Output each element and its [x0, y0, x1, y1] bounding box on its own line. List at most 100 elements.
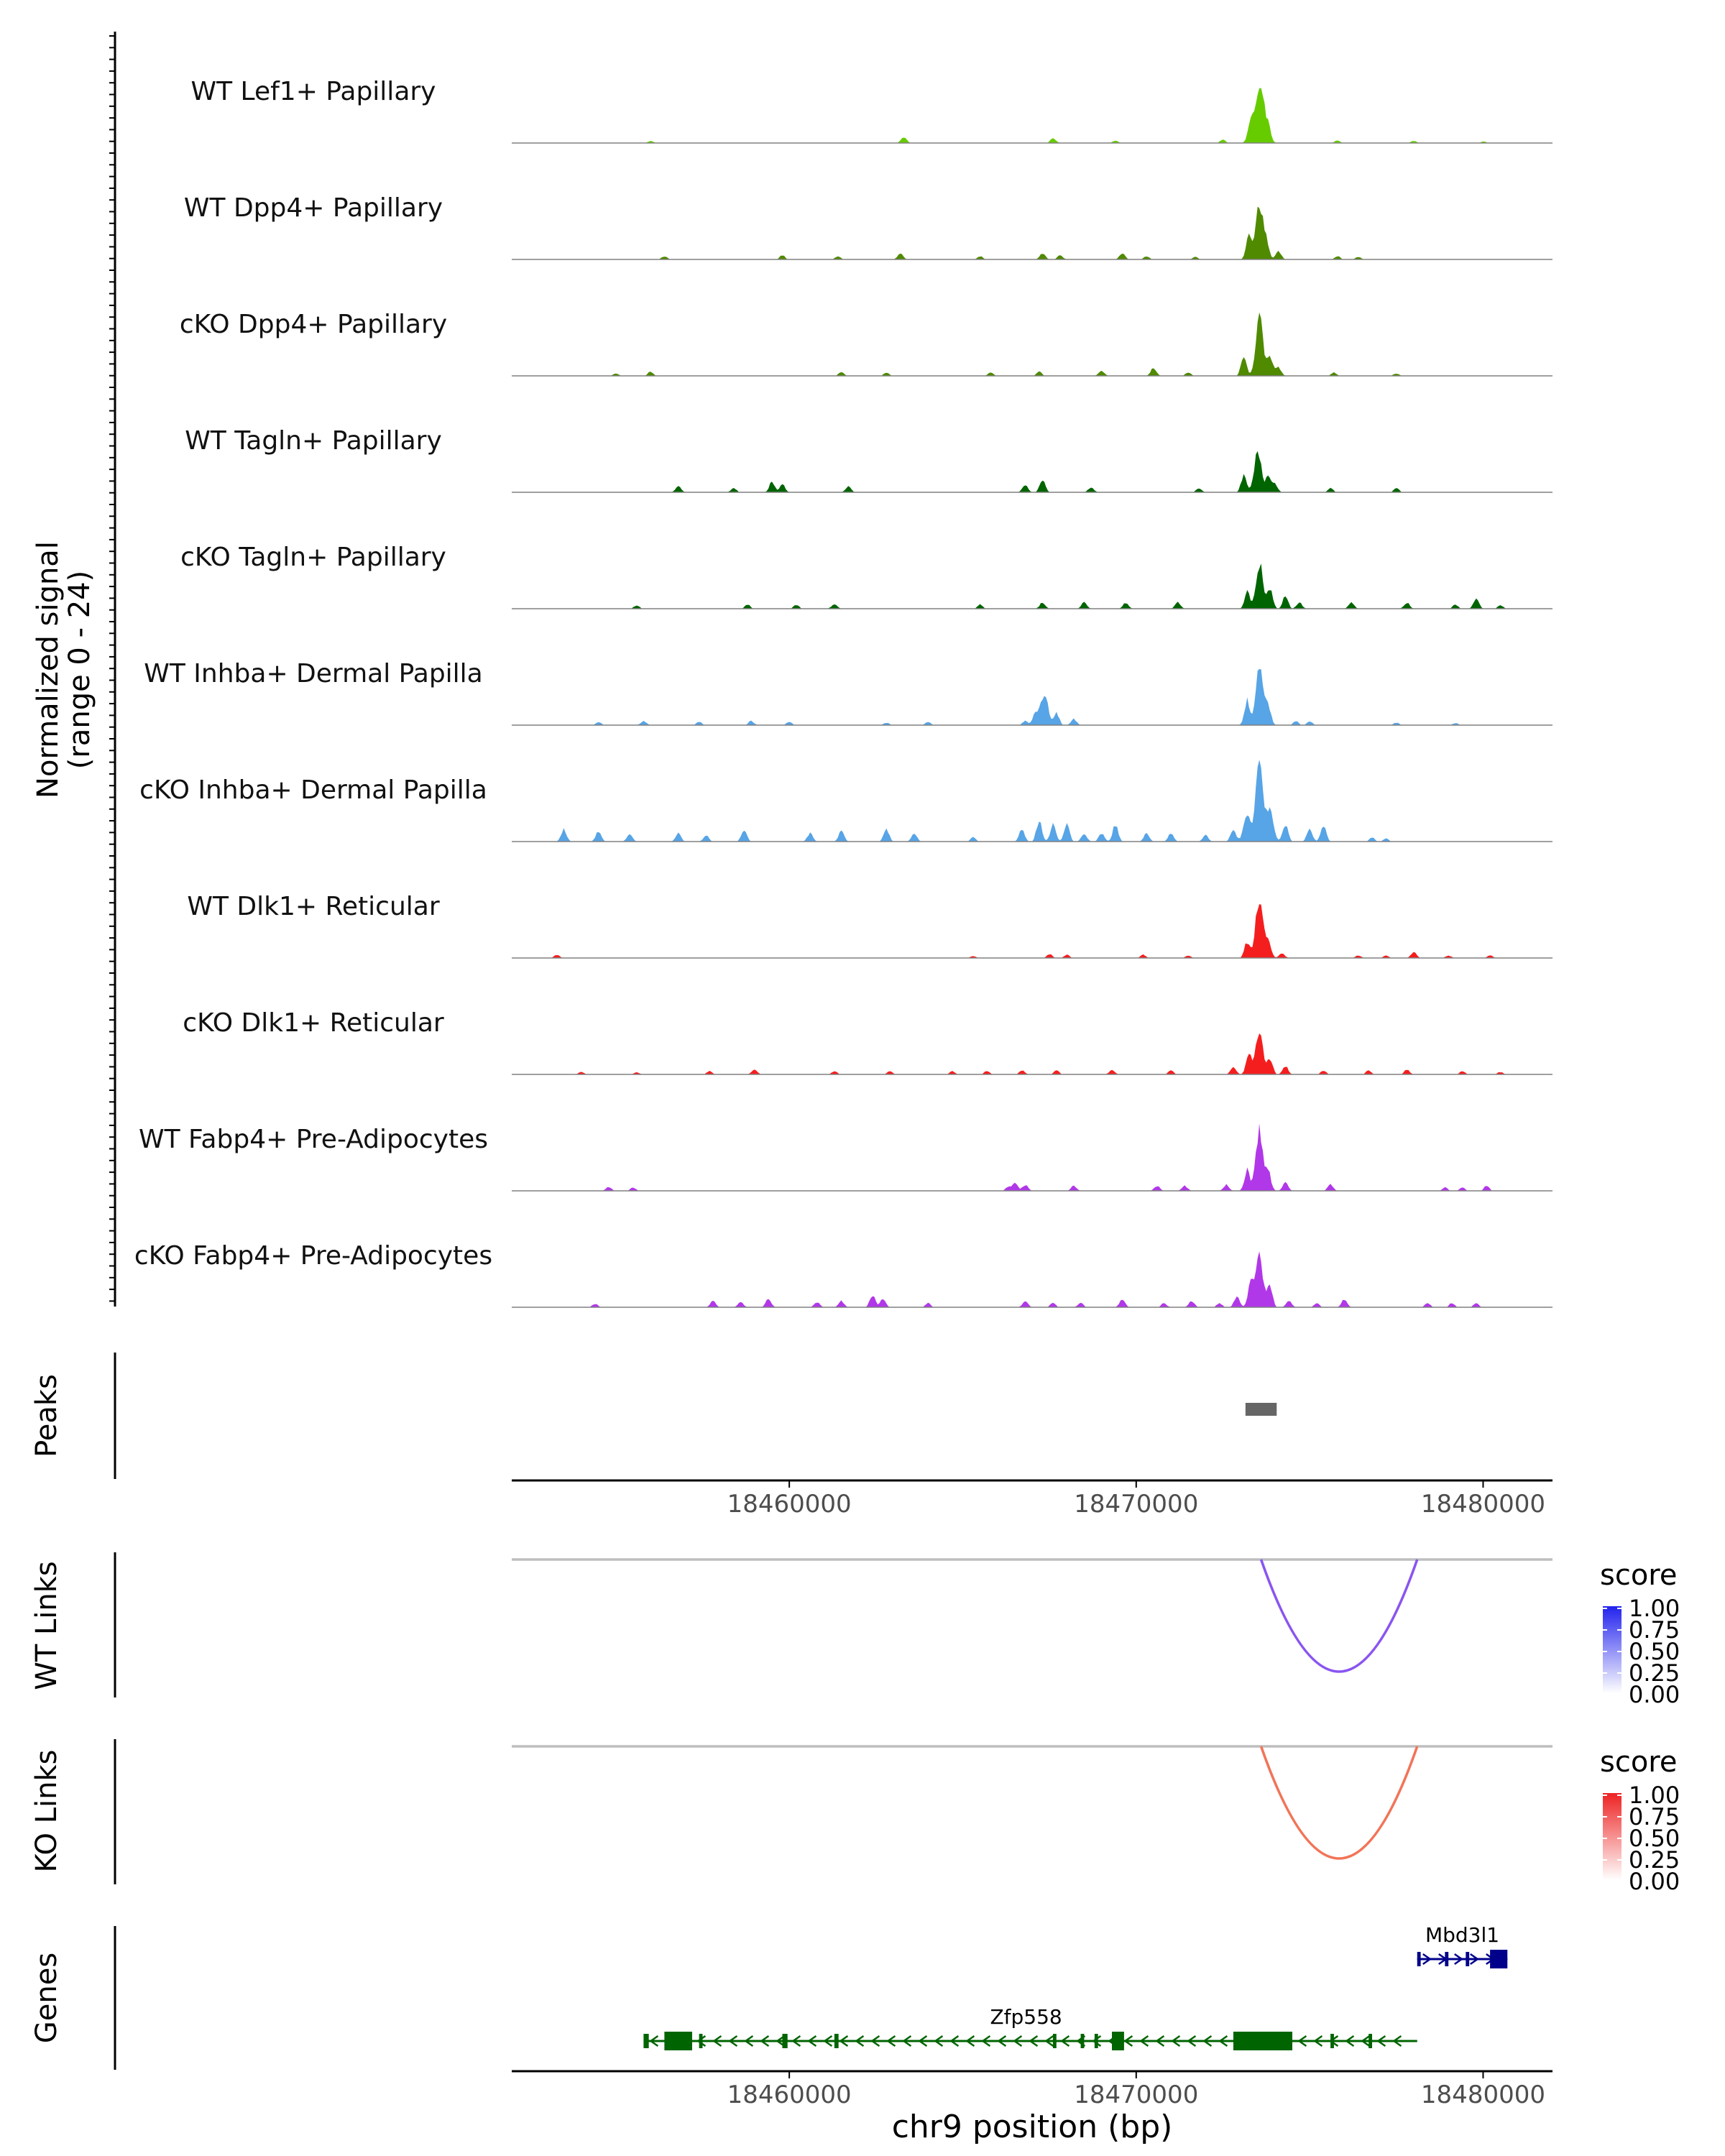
- peaks-x-ticks: 18460000 18470000 18480000: [727, 1480, 1545, 1519]
- coverage-track: cKO Dpp4+ Papillary: [180, 310, 1552, 377]
- coverage-y-ticks: [109, 35, 115, 1302]
- gene-exon: [1094, 2034, 1098, 2048]
- coverage-tracks: WT Lef1+ Papillary WT Dpp4+ Papillary cKO …: [134, 77, 1552, 1308]
- x-tick-label: 18460000: [727, 1490, 852, 1519]
- strand-arrow: [1361, 2035, 1371, 2047]
- coverage-track: cKO Tagln+ Papillary: [180, 543, 1552, 609]
- legend-tick-label: 1.00: [1629, 1595, 1680, 1622]
- strand-arrow: [1171, 2035, 1181, 2047]
- strand-arrow: [839, 2035, 849, 2047]
- ko-links-legend: score 1.000.750.500.250.00: [1600, 1746, 1680, 1895]
- strand-arrow: [1044, 2035, 1054, 2047]
- strand-arrow: [1218, 2035, 1228, 2047]
- genes-panel: Genes Zfp558 Mbd3l1 18460000 18470000 18480…: [30, 1923, 1552, 2145]
- coverage-track: WT Fabp4+ Pre-Adipocytes: [139, 1123, 1552, 1192]
- gene-exon: [1233, 2032, 1292, 2050]
- gene-exon: [643, 2034, 649, 2048]
- link-arc: [1259, 1746, 1419, 1860]
- ko-links-label: KO Links: [30, 1750, 63, 1873]
- track-label: cKO Tagln+ Papillary: [180, 543, 446, 572]
- strand-arrow: [1376, 2035, 1386, 2047]
- legend-tick-label: 0.25: [1629, 1846, 1680, 1874]
- strand-arrow: [807, 2035, 817, 2047]
- gene-models: Zfp558 Mbd3l1: [643, 1923, 1508, 2050]
- strand-arrow: [791, 2035, 801, 2047]
- track-label: WT Lef1+ Papillary: [191, 77, 436, 106]
- legend-tick-label: 0.75: [1629, 1803, 1680, 1830]
- coverage-ylabel-line1: Normalized signal: [32, 541, 65, 798]
- coverage-track: cKO Fabp4+ Pre-Adipocytes: [134, 1241, 1552, 1308]
- strand-arrow: [870, 2035, 880, 2047]
- strand-arrow: [1392, 2035, 1402, 2047]
- strand-arrow: [1187, 2035, 1197, 2047]
- coverage-track: WT Dlk1+ Reticular: [187, 892, 1552, 959]
- peak-region: [1245, 1403, 1277, 1416]
- strand-arrow: [949, 2035, 960, 2047]
- ko-links-panel: KO Links score 1.000.750.500.250.00: [30, 1739, 1680, 1895]
- gene-exon: [1490, 1950, 1508, 1968]
- strand-arrow: [1297, 2035, 1307, 2047]
- strand-arrow: [934, 2035, 944, 2047]
- track-label: cKO Dlk1+ Reticular: [183, 1008, 444, 1038]
- coverage-track: WT Dpp4+ Papillary: [184, 193, 1552, 260]
- coverage-track: cKO Dlk1+ Reticular: [183, 1008, 1552, 1075]
- gene-exon: [1368, 2034, 1373, 2048]
- legend-tick-label: 0.50: [1629, 1825, 1680, 1852]
- strand-arrow: [1422, 1953, 1432, 1966]
- wt-links-legend: score 1.000.750.500.250.00: [1600, 1559, 1680, 1708]
- strand-arrow: [760, 2035, 770, 2047]
- gene-exon: [1080, 2034, 1085, 2048]
- strand-arrow: [918, 2035, 928, 2047]
- gene-exon: [1112, 2032, 1124, 2050]
- link-arc: [1259, 1559, 1419, 1673]
- track-label: WT Tagln+ Papillary: [185, 426, 442, 456]
- gene-name-label: Mbd3l1: [1425, 1923, 1499, 1947]
- strand-arrow: [886, 2035, 896, 2047]
- strand-arrow: [712, 2035, 722, 2047]
- strand-arrow: [902, 2035, 912, 2047]
- coverage-area: [512, 451, 1552, 492]
- gene-exon: [1052, 2034, 1057, 2048]
- gene-name-label: Zfp558: [990, 2005, 1062, 2029]
- ko-legend-colorbar: [1603, 1793, 1622, 1880]
- strand-arrow: [1155, 2035, 1165, 2047]
- strand-arrow: [1470, 1953, 1479, 1966]
- strand-arrow: [1013, 2035, 1023, 2047]
- legend-tick-label: 0.00: [1629, 1868, 1680, 1895]
- gene-exon: [1466, 1952, 1470, 1966]
- strand-arrow: [855, 2035, 865, 2047]
- coverage-track: cKO Inhba+ Dermal Papilla: [139, 760, 1552, 842]
- x-tick-label: 18470000: [1074, 2081, 1198, 2109]
- x-tick-label: 18470000: [1074, 1490, 1198, 1519]
- coverage-track: WT Inhba+ Dermal Papilla: [144, 659, 1552, 726]
- gene-exon: [1417, 1952, 1421, 1966]
- legend-tick-label: 0.00: [1629, 1681, 1680, 1708]
- strand-arrow: [776, 2035, 786, 2047]
- track-label: cKO Inhba+ Dermal Papilla: [139, 775, 487, 805]
- x-tick-label: 18480000: [1421, 2081, 1545, 2109]
- strand-arrow: [1313, 2035, 1323, 2047]
- track-label: cKO Dpp4+ Papillary: [180, 310, 447, 339]
- strand-arrow: [744, 2035, 754, 2047]
- strand-arrow: [728, 2035, 738, 2047]
- wt-links-label: WT Links: [30, 1561, 63, 1690]
- strand-arrow: [1123, 2035, 1133, 2047]
- legend-tick-label: 1.00: [1629, 1782, 1680, 1809]
- ko-legend-ticks: 1.000.750.500.250.00: [1603, 1782, 1680, 1895]
- legend-tick-label: 0.75: [1629, 1616, 1680, 1644]
- strand-arrow: [1139, 2035, 1149, 2047]
- gene-exon: [699, 2034, 703, 2048]
- wt-legend-ticks: 1.000.750.500.250.00: [1603, 1595, 1680, 1708]
- track-label: cKO Fabp4+ Pre-Adipocytes: [134, 1241, 492, 1271]
- peaks-panel: Peaks 18460000 18470000 18480000: [30, 1353, 1552, 1519]
- x-tick-label: 18460000: [727, 2081, 852, 2109]
- peaks-label: Peaks: [30, 1374, 63, 1457]
- genes-x-ticks: 18460000 18470000 18480000: [727, 2071, 1545, 2109]
- wt-links-panel: WT Links score 1.000.750.500.250.00: [30, 1552, 1680, 1708]
- strand-arrow: [965, 2035, 975, 2047]
- strand-arrow: [981, 2035, 991, 2047]
- ko-links-arcs: [1259, 1746, 1419, 1860]
- gene-exon: [1445, 1952, 1449, 1966]
